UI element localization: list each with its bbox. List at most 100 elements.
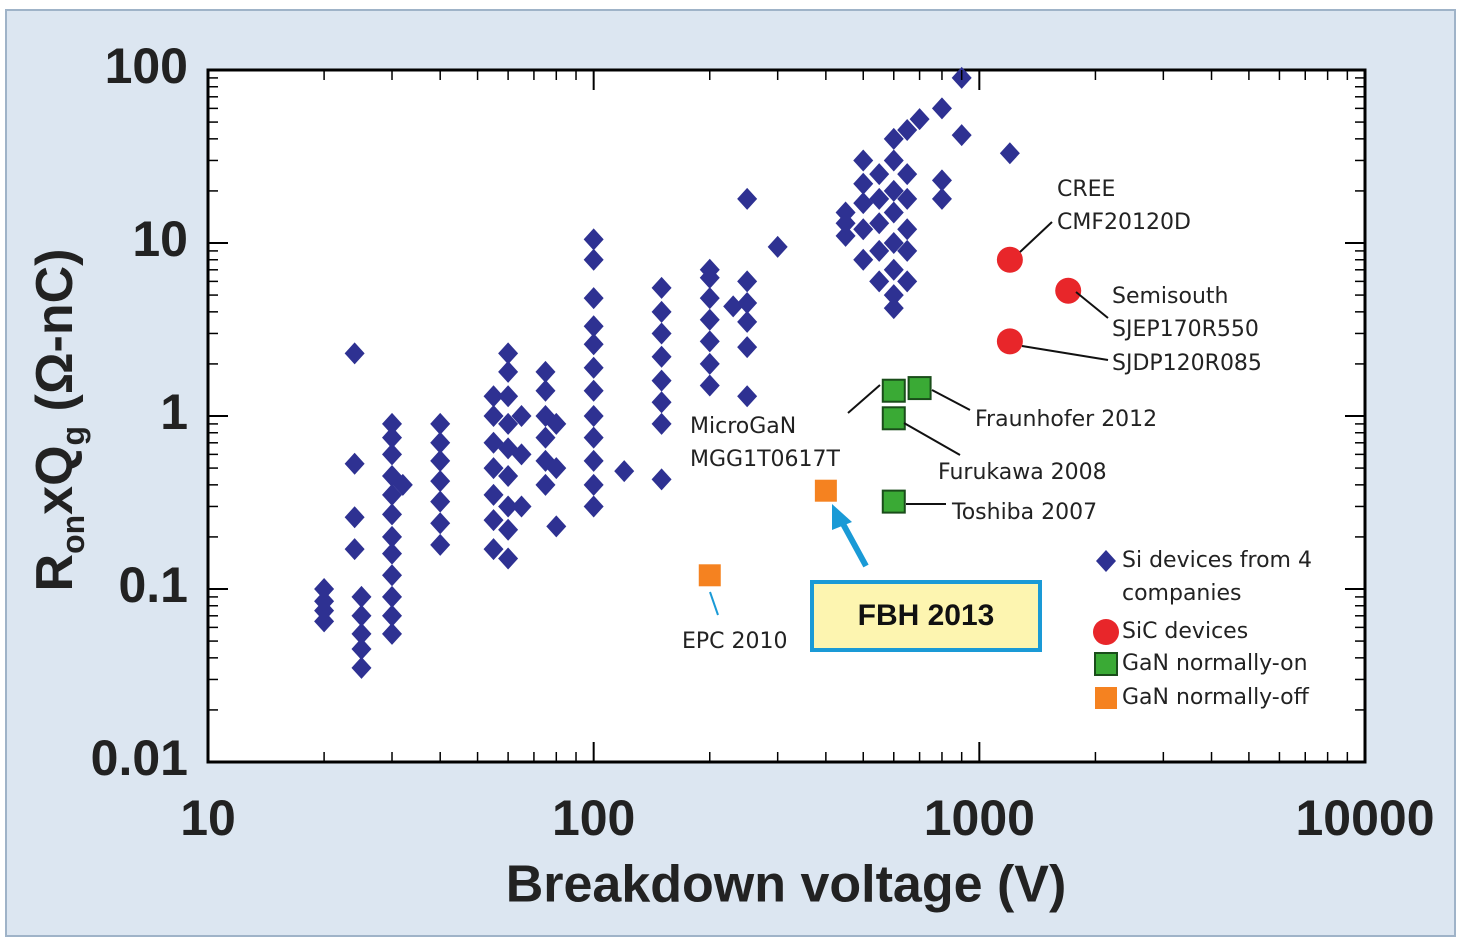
diamond-marker [869,239,890,262]
diamond-marker [382,426,403,449]
diamond-marker [737,270,758,293]
callout-arrow-head [832,504,852,530]
diamond-marker [853,248,874,271]
diamond-marker [498,495,519,518]
diamond-marker [583,473,604,496]
diamond-marker [483,509,504,532]
diamond-marker [951,124,972,147]
diamond-marker [351,637,372,660]
diamond-marker [583,315,604,338]
diamond-marker [651,369,672,392]
diamond-marker [382,443,403,466]
diamond-marker [583,379,604,402]
square-marker [698,564,721,587]
square-marker [1095,687,1117,709]
leader-line [931,389,971,411]
leader-line [1021,345,1109,361]
annotation: MGG1T0617T [690,447,841,472]
square-marker [881,489,906,514]
legend-label: GaN normally-on [1122,651,1308,676]
legend-label: SiC devices [1122,619,1249,644]
diamond-marker [583,405,604,427]
diamond-marker [737,385,758,408]
diamond-marker [999,142,1020,165]
diamond-marker [430,533,451,556]
x-tick-label: 10 [180,790,236,846]
diamond-marker [869,270,890,293]
diamond-marker [498,342,519,365]
diamond-marker [483,385,504,408]
diamond-marker [498,360,519,383]
diamond-marker [651,412,672,435]
diamond-marker [535,360,556,383]
diamond-marker [483,538,504,561]
diamond-marker [511,495,532,518]
diamond-marker [351,604,372,627]
legend-label: GaN normally-off [1122,685,1309,710]
diamond-marker [583,495,604,518]
y-tick-label: 1 [160,384,188,440]
y-axis-label-part: R [26,554,84,592]
diamond-marker [351,622,372,645]
diamond-marker [498,547,519,570]
leader-line [847,384,881,414]
diamond-marker [430,449,451,472]
diamond-marker [535,473,556,496]
diamond-marker [651,345,672,368]
diamond-marker [498,412,519,435]
callout-arrow [839,520,869,568]
diamond-marker [869,187,890,210]
callout-text: FBH 2013 [858,599,995,632]
diamond-marker [430,490,451,513]
diamond-marker [931,97,952,120]
diamond-marker [483,405,504,427]
diamond-marker [511,443,532,466]
diamond-marker [535,426,556,449]
square-marker [1094,652,1118,676]
diamond-marker [430,470,451,493]
diamond-marker [897,270,918,293]
diamond-marker [546,412,567,435]
diamond-marker [651,391,672,414]
legend-entry: Si devices from 4 companies [1122,548,1312,606]
diamond-marker [651,468,672,491]
y-axis-label-part: g [55,426,91,446]
circle-marker [1093,619,1119,645]
diamond-marker [883,149,904,172]
diamond-marker [392,473,413,496]
diamond-marker [897,118,918,141]
diamond-marker [430,412,451,435]
diamond-marker [883,258,904,281]
legend-entry: SiC devices [1122,619,1249,644]
diamond-marker [883,284,904,307]
square-marker [907,376,932,401]
diamond-marker [869,212,890,235]
diamond-marker [931,187,952,210]
diamond-marker [909,108,930,131]
diamond-marker [897,239,918,262]
annotation: MicroGaN [690,414,796,439]
diamond-marker [382,525,403,548]
diamond-marker [883,232,904,254]
marks [314,66,1082,679]
diamond-marker [351,656,372,679]
x-tick-label: 10000 [1295,790,1434,846]
leader-line [903,422,961,456]
leader-line [1019,221,1053,253]
leader-line [709,591,719,616]
diamond-marker [869,163,890,186]
diamond-marker [344,538,365,561]
y-axis-label-part: (Ω-nC) [26,249,84,426]
diamond-marker [382,585,403,608]
diamond-marker [583,356,604,379]
diamond-marker [699,308,720,331]
annotation: CMF20120D [1057,210,1191,235]
diamond-marker [382,604,403,627]
diamond-marker [430,512,451,535]
y-axis-label: RonxQg (Ω-nC) [26,249,92,592]
diamond-marker [835,201,856,224]
annotation: Furukawa 2008 [938,460,1107,485]
diamond-marker [699,330,720,353]
annotation: CREE [1057,177,1115,202]
